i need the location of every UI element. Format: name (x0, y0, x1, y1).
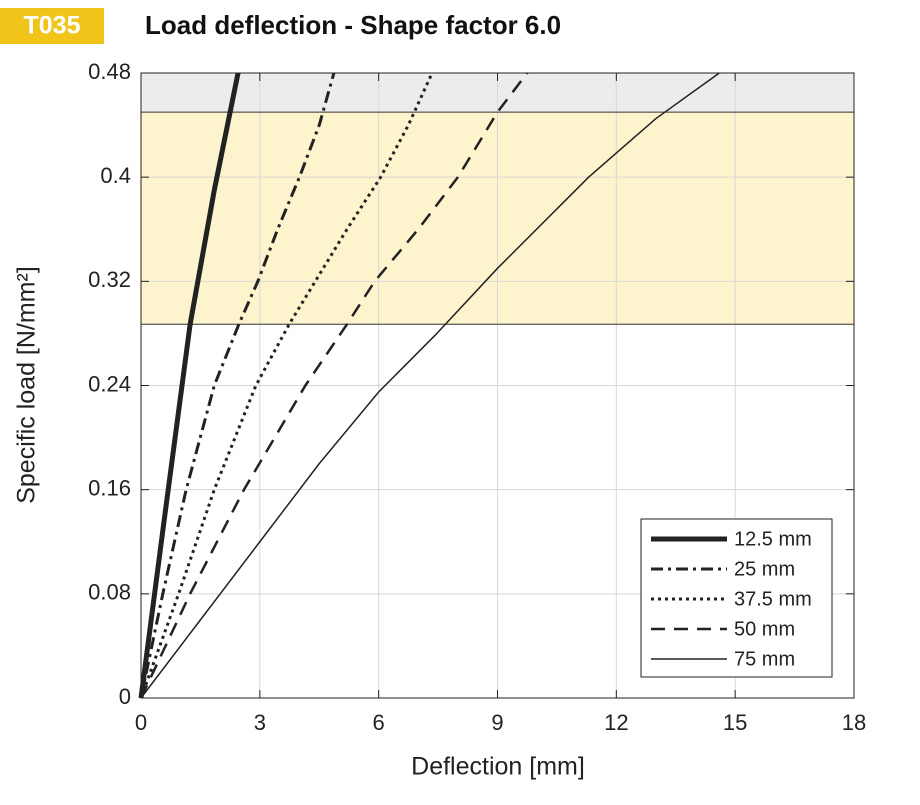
series-line (139, 72, 434, 699)
badge-bg (0, 8, 104, 44)
x-tick-label: 6 (373, 710, 385, 735)
legend-label: 50 mm (734, 618, 795, 640)
plot-frame (140, 72, 855, 699)
legend-label: 25 mm (734, 558, 795, 580)
series-line (138, 72, 241, 699)
y-tick-label: 0.16 (88, 475, 131, 500)
y-tick-label: 0.08 (88, 580, 131, 605)
x-tick-label: 9 (491, 710, 503, 735)
legend-label: 75 mm (734, 648, 795, 670)
chart-title: Load deflection - Shape factor 6.0 (145, 10, 561, 40)
y-tick-label: 0.4 (100, 163, 131, 188)
badge: T035 (24, 12, 81, 40)
y-tick-label: 0 (119, 684, 131, 709)
legend-label: 12.5 mm (734, 528, 812, 550)
x-tick-label: 18 (842, 710, 866, 735)
y-axis-label: Specific load [N/mm²] (13, 266, 41, 504)
y-tick-label: 0.48 (88, 59, 131, 84)
x-tick-label: 3 (254, 710, 266, 735)
x-axis-label: Deflection [mm] (411, 753, 585, 781)
series-line (139, 72, 336, 699)
legend-label: 37.5 mm (734, 588, 812, 610)
y-tick-label: 0.24 (88, 371, 131, 396)
y-tick-label: 0.32 (88, 267, 131, 292)
x-tick-label: 15 (723, 710, 747, 735)
series-line (140, 72, 720, 699)
x-tick-label: 0 (135, 710, 147, 735)
legend: 12.5 mm 25 mm 37.5 mm 50 mm 75 mm (640, 518, 833, 678)
x-tick-label: 12 (604, 710, 628, 735)
series-line (139, 72, 529, 699)
